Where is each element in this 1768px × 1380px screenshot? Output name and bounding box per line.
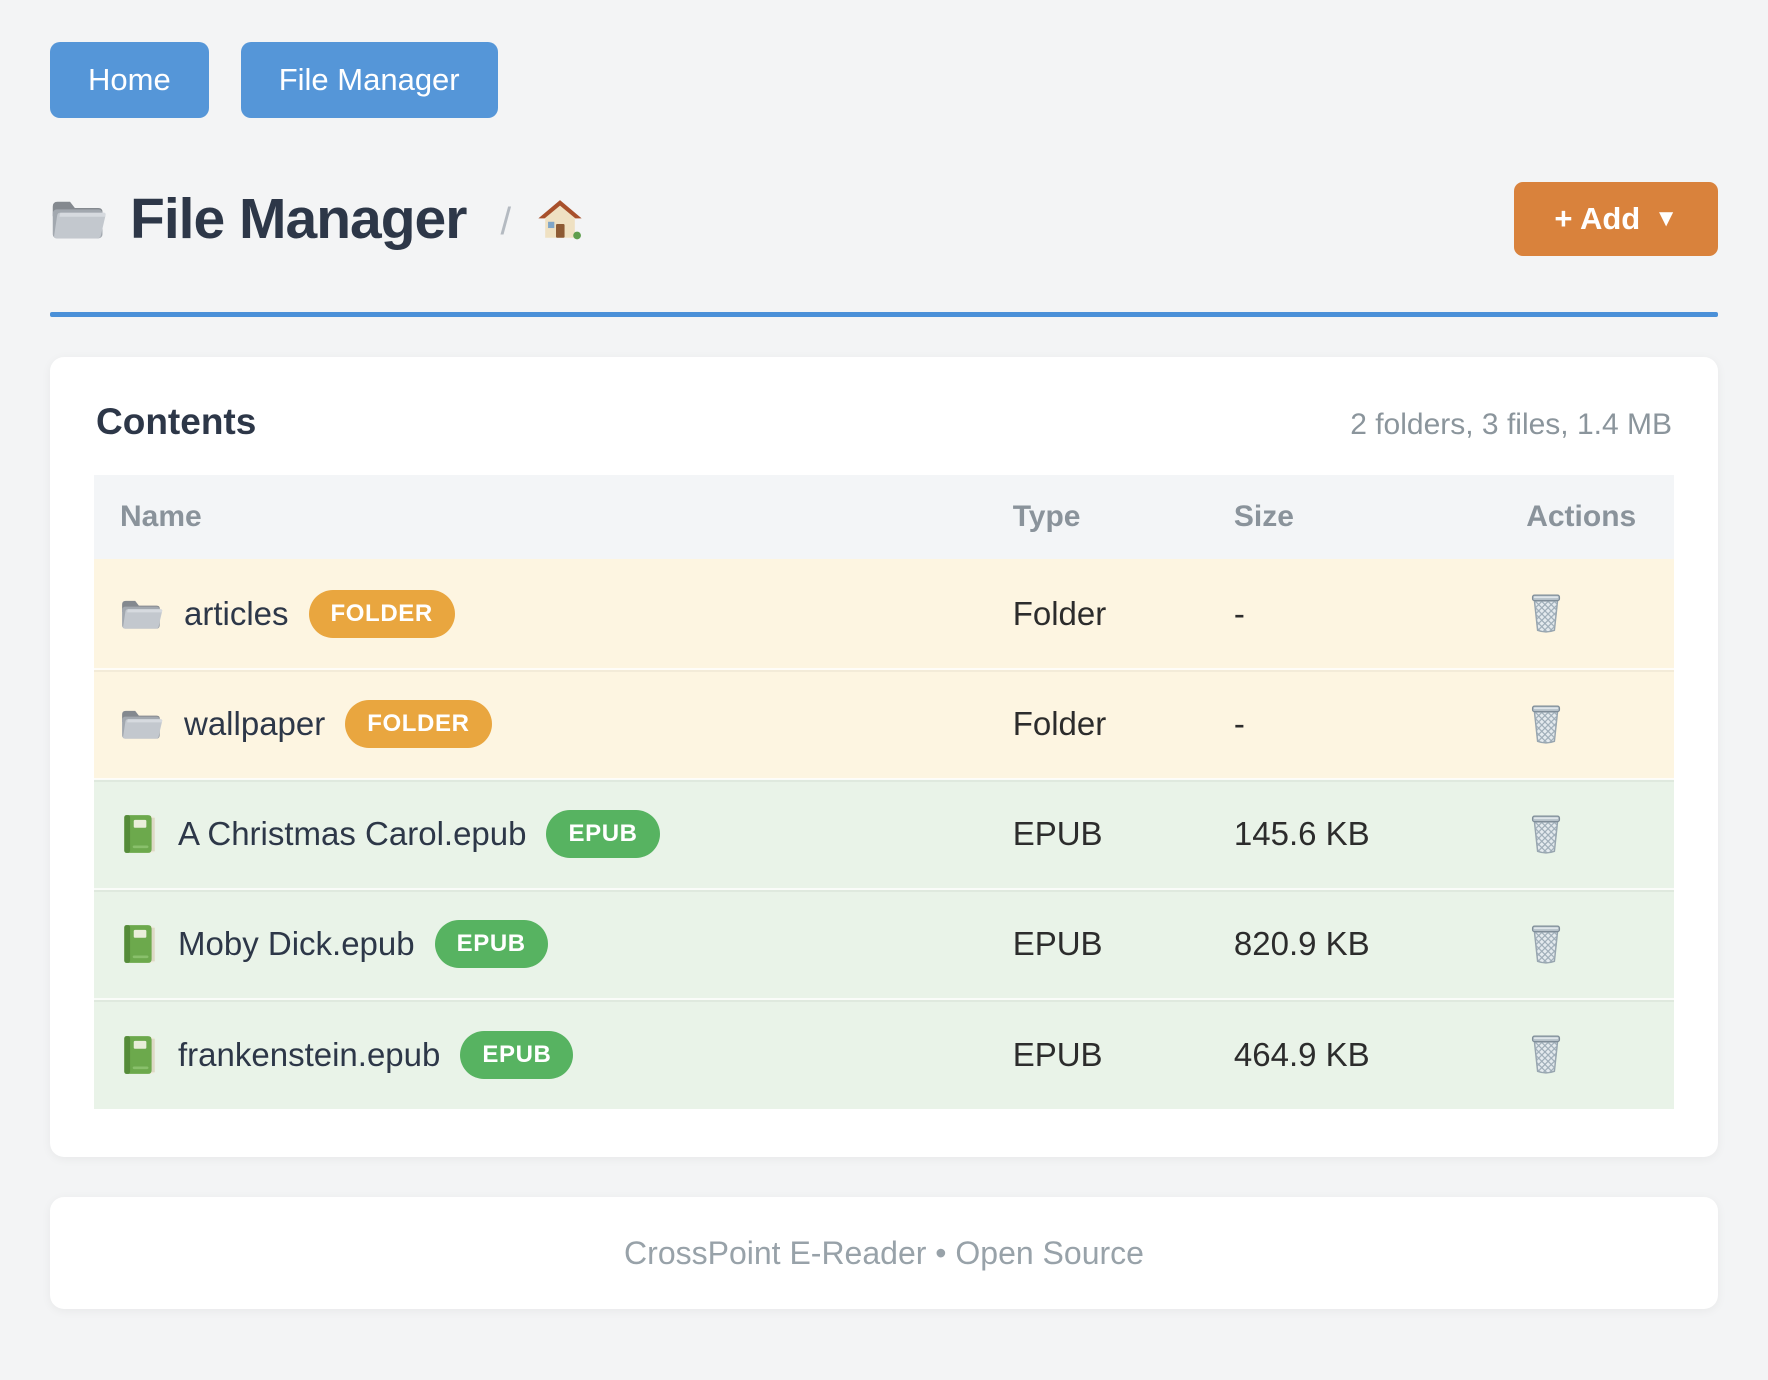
file-name[interactable]: A Christmas Carol.epub bbox=[178, 815, 527, 852]
file-name[interactable]: frankenstein.epub bbox=[178, 1035, 441, 1073]
table-row[interactable]: A Christmas Carol.epub EPUB EPUB 145.6 K… bbox=[94, 778, 1674, 889]
table-row[interactable]: articles FOLDER Folder - bbox=[94, 559, 1674, 669]
size-cell: 145.6 KB bbox=[1207, 778, 1501, 889]
file-name[interactable]: Moby Dick.epub bbox=[178, 925, 415, 962]
type-badge: FOLDER bbox=[345, 700, 492, 748]
nav-home-button[interactable]: Home bbox=[50, 42, 209, 118]
delete-button[interactable] bbox=[1526, 923, 1566, 966]
footer-text: CrossPoint E-Reader • Open Source bbox=[624, 1234, 1144, 1271]
book-icon bbox=[120, 923, 158, 965]
type-badge: EPUB bbox=[460, 1030, 574, 1079]
type-cell: EPUB bbox=[986, 998, 1208, 1109]
column-header-type: Type bbox=[986, 475, 1208, 559]
column-header-size: Size bbox=[1207, 475, 1501, 559]
type-cell: Folder bbox=[986, 668, 1208, 779]
section-divider bbox=[50, 312, 1718, 317]
chevron-down-icon: ▼ bbox=[1654, 205, 1678, 232]
delete-button[interactable] bbox=[1526, 813, 1566, 856]
breadcrumb: File Manager / bbox=[50, 186, 583, 252]
add-button[interactable]: + Add ▼ bbox=[1514, 182, 1718, 256]
file-name[interactable]: articles bbox=[184, 594, 289, 632]
delete-button[interactable] bbox=[1526, 1033, 1566, 1076]
folder-icon bbox=[50, 195, 108, 243]
table-row[interactable]: frankenstein.epub EPUB EPUB 464.9 KB bbox=[94, 998, 1674, 1109]
table-row[interactable]: Moby Dick.epub EPUB EPUB 820.9 KB bbox=[94, 888, 1674, 999]
table-row[interactable]: wallpaper FOLDER Folder - bbox=[94, 668, 1674, 779]
size-cell: - bbox=[1233, 594, 1245, 632]
folder-icon bbox=[120, 596, 164, 632]
table-header-row: Name Type Size Actions bbox=[94, 475, 1674, 559]
size-cell: 464.9 KB bbox=[1207, 998, 1501, 1109]
contents-header: Contents 2 folders, 3 files, 1.4 MB bbox=[94, 401, 1674, 475]
size-cell: 820.9 KB bbox=[1207, 888, 1501, 999]
breadcrumb-separator: / bbox=[500, 200, 511, 243]
home-icon[interactable] bbox=[537, 199, 583, 240]
type-cell: Folder bbox=[1012, 594, 1107, 632]
add-button-label: + Add bbox=[1554, 201, 1641, 236]
file-name[interactable]: wallpaper bbox=[184, 705, 326, 742]
file-table: Name Type Size Actions articles FOLDER F… bbox=[94, 475, 1674, 1109]
type-cell: EPUB bbox=[986, 888, 1208, 999]
size-cell: - bbox=[1207, 668, 1501, 779]
contents-title: Contents bbox=[96, 401, 257, 442]
type-cell: EPUB bbox=[986, 778, 1208, 889]
type-badge: EPUB bbox=[546, 810, 660, 858]
book-icon bbox=[120, 1034, 158, 1076]
page: Home File Manager File Manager / + Add ▼… bbox=[50, 42, 1718, 1309]
top-nav: Home File Manager bbox=[50, 42, 1718, 118]
delete-button[interactable] bbox=[1526, 592, 1566, 635]
footer: CrossPoint E-Reader • Open Source bbox=[50, 1197, 1718, 1309]
delete-button[interactable] bbox=[1526, 703, 1566, 746]
page-title: File Manager bbox=[130, 187, 467, 251]
contents-panel: Contents 2 folders, 3 files, 1.4 MB Name… bbox=[50, 357, 1718, 1157]
column-header-actions: Actions bbox=[1500, 475, 1674, 559]
type-badge: EPUB bbox=[434, 920, 548, 968]
nav-file-manager-button[interactable]: File Manager bbox=[240, 42, 498, 118]
column-header-name: Name bbox=[94, 475, 987, 559]
page-header: File Manager / + Add ▼ bbox=[50, 182, 1718, 256]
type-badge: FOLDER bbox=[308, 589, 455, 638]
contents-summary: 2 folders, 3 files, 1.4 MB bbox=[1350, 408, 1672, 441]
folder-icon bbox=[120, 706, 164, 742]
book-icon bbox=[120, 813, 158, 855]
